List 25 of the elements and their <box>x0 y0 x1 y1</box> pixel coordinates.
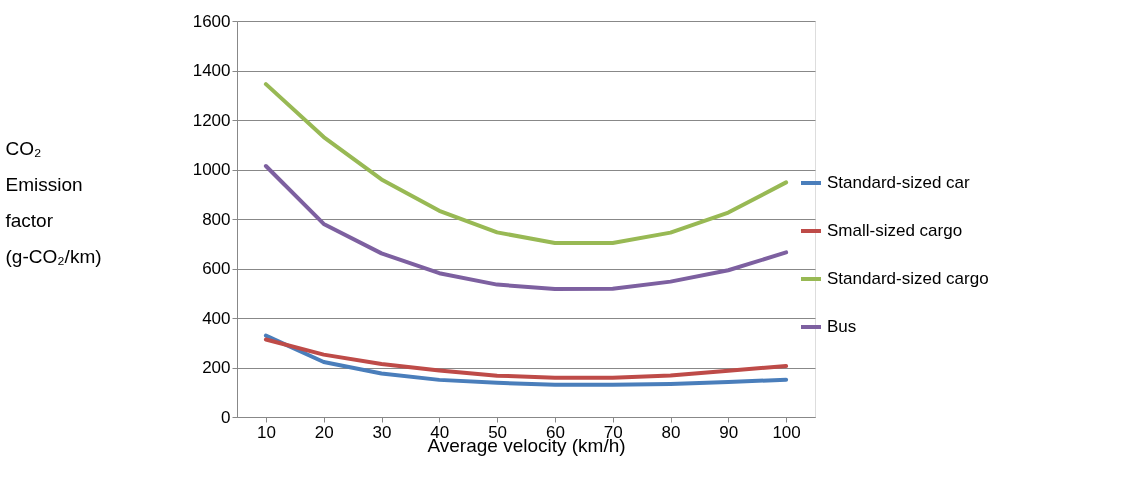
y-tick-label: 800 <box>202 209 231 229</box>
y-tick-label: 600 <box>202 259 231 278</box>
y-axis-title: CO₂ Emission factor (g-CO₂/km) <box>5 137 102 267</box>
y-tick-label: 0 <box>221 407 231 427</box>
y-tick-label: 1200 <box>192 110 231 130</box>
x-tick-label: 100 <box>772 422 801 442</box>
y-tick-label: 1400 <box>192 61 231 80</box>
y-tick-label: 1600 <box>192 11 231 31</box>
x-tick-label: 90 <box>719 422 739 442</box>
x-tick-label: 20 <box>314 422 334 442</box>
legend-label: Standard-sized car <box>827 173 971 192</box>
line-series <box>263 337 789 380</box>
x-tick-label: 50 <box>488 422 508 442</box>
legend-label: Standard-sized cargo <box>827 269 989 288</box>
line-series <box>263 82 789 246</box>
x-tick-label: 30 <box>372 422 392 442</box>
y-tick-label: 1000 <box>192 160 231 179</box>
line-series <box>263 164 789 292</box>
legend-label: Bus <box>827 317 857 336</box>
x-tick-label: 80 <box>661 422 681 442</box>
y-tick-label: 400 <box>202 308 231 328</box>
x-tick-label: 10 <box>256 422 276 442</box>
y-tick-label: 200 <box>202 358 231 377</box>
line-series <box>263 333 789 387</box>
legend-label: Small-sized cargo <box>827 221 963 240</box>
